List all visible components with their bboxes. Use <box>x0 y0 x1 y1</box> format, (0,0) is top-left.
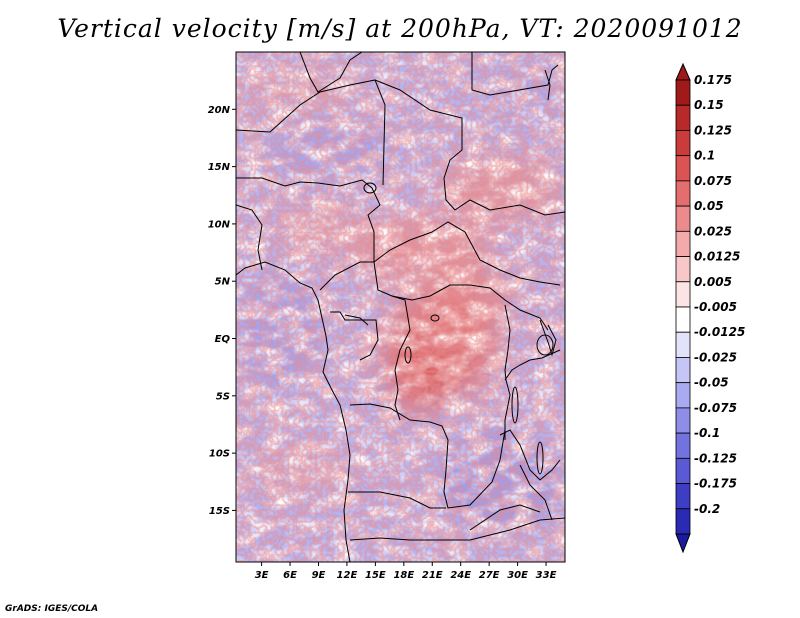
colorbar-legend: 0.175 0.15 0.125 0.1 0.075 0.05 0.025 0.0125 0.0… <box>675 62 745 554</box>
colorbar-swatch <box>675 155 691 182</box>
latitude-axis: 20N 15N 10N 5N EQ 5S 10S 15S <box>208 105 236 517</box>
lat-tick-label: 15S <box>209 506 230 517</box>
colorbar-label: -0.075 <box>694 401 737 415</box>
map-title: Vertical velocity [m/s] at 200hPa, VT: 2… <box>57 14 743 43</box>
country-boundaries <box>236 52 565 562</box>
lat-tick-label: 20N <box>208 105 231 116</box>
colorbar-swatch <box>675 331 691 358</box>
lon-tick-label: 33E <box>536 570 557 581</box>
colorbar-label: -0.1 <box>694 426 720 440</box>
colorbar-top-cap <box>675 62 691 81</box>
colorbar-label: 0.175 <box>694 73 732 87</box>
colorbar-label: 0.025 <box>694 224 732 238</box>
colorbar-swatch <box>675 79 691 106</box>
longitude-axis: 3E 6E 9E 12E 15E 18E 21E 24E 27E 30E 33E <box>255 562 557 581</box>
colorbar-swatch <box>675 180 691 207</box>
lake-outlines <box>363 182 554 475</box>
colorbar-label: 0.1 <box>694 149 715 163</box>
lat-tick-label: EQ <box>215 334 231 345</box>
colorbar-label: 0.075 <box>694 174 732 188</box>
colorbar-swatch <box>675 407 691 434</box>
colorbar-swatch <box>675 357 691 384</box>
colorbar-label: 0.15 <box>694 98 724 112</box>
colorbar-label: -0.005 <box>694 300 737 314</box>
velocity-field <box>236 52 565 562</box>
colorbar-label: -0.0125 <box>694 325 745 339</box>
lon-tick-label: 30E <box>507 570 528 581</box>
colorbar-swatch <box>675 432 691 459</box>
colorbar-bottom-cap <box>675 533 691 554</box>
colorbar-label: 0.005 <box>694 275 732 289</box>
lat-tick-label: 5S <box>216 391 230 402</box>
colorbar-swatch <box>675 306 691 333</box>
colorbar-swatch <box>675 508 691 535</box>
lat-tick-label: 10N <box>208 219 231 230</box>
lon-tick-label: 27E <box>479 570 500 581</box>
colorbar-label: 0.0125 <box>694 250 740 264</box>
colorbar-label: -0.025 <box>694 350 737 364</box>
lon-tick-label: 12E <box>337 570 358 581</box>
lon-tick-label: 3E <box>255 570 269 581</box>
colorbar-swatch <box>675 457 691 484</box>
colorbar-swatch <box>675 230 691 257</box>
lat-tick-label: 5N <box>215 277 231 288</box>
colorbar-label: -0.125 <box>694 451 737 465</box>
colorbar-swatch <box>675 382 691 409</box>
colorbar-label: -0.2 <box>694 502 720 516</box>
colorbar-swatch <box>675 256 691 283</box>
colorbar-label: -0.175 <box>694 477 737 491</box>
lon-tick-label: 6E <box>283 570 297 581</box>
map-frame <box>235 51 566 563</box>
colorbar-swatch <box>675 281 691 308</box>
colorbar-swatch <box>675 483 691 510</box>
software-credit: GrADS: IGES/COLA <box>5 604 99 614</box>
colorbar-swatch <box>675 205 691 232</box>
colorbar-swatch <box>675 130 691 157</box>
lat-tick-label: 10S <box>209 449 230 460</box>
lon-tick-label: 15E <box>365 570 386 581</box>
colorbar-swatch <box>675 104 691 131</box>
field-texture-speckle <box>236 52 565 562</box>
lon-tick-label: 18E <box>393 570 414 581</box>
lon-tick-label: 9E <box>312 570 326 581</box>
colorbar-label: 0.05 <box>694 199 724 213</box>
lat-tick-label: 15N <box>208 162 231 173</box>
lon-tick-label: 24E <box>450 570 471 581</box>
lon-tick-label: 21E <box>422 570 443 581</box>
colorbar-label: 0.125 <box>694 123 732 137</box>
colorbar-label: -0.05 <box>694 376 729 390</box>
